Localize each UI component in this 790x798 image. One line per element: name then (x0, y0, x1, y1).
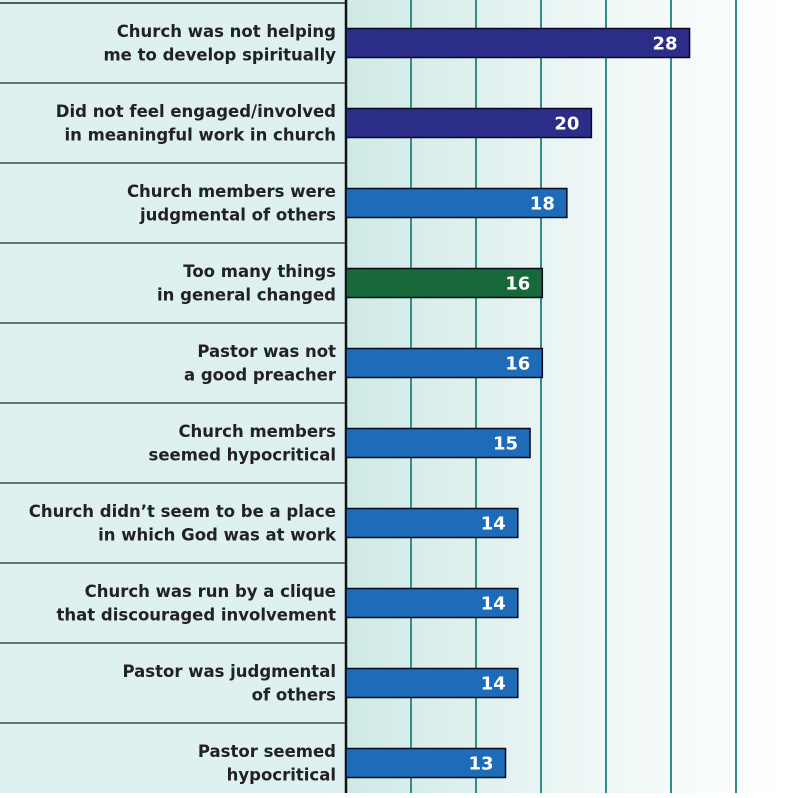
category-label: seemed hypocritical (149, 446, 336, 465)
bar (345, 507, 519, 539)
bar (345, 667, 519, 699)
bar-value-label: 13 (468, 754, 493, 775)
category-label: of others (252, 686, 337, 705)
bar (345, 747, 507, 779)
label-panel (0, 0, 346, 793)
category-label: Did not feel engaged/involved (56, 102, 336, 121)
bar-value-label: 16 (505, 274, 530, 295)
bar (345, 267, 544, 299)
category-label: a good preacher (184, 366, 337, 385)
category-label: Church didn’t seem to be a place (29, 502, 336, 521)
category-label: judgmental of others (139, 206, 336, 225)
bar (345, 187, 568, 219)
bar-value-label: 15 (493, 434, 518, 455)
category-label: Pastor was not (197, 342, 336, 361)
bar (345, 427, 531, 459)
category-label: in general changed (157, 286, 336, 305)
bar-value-label: 14 (481, 594, 506, 615)
category-label: Too many things (183, 262, 336, 281)
bar-value-label: 28 (652, 34, 677, 55)
bar (345, 587, 519, 619)
category-label: Pastor was judgmental (123, 662, 337, 681)
category-label: in which God was at work (98, 526, 337, 545)
category-label: Pastor seemed (198, 742, 336, 761)
bar (345, 27, 691, 59)
category-label: that discouraged involvement (57, 606, 337, 625)
bar (345, 107, 593, 139)
category-label: hypocritical (227, 766, 336, 785)
category-label: Church was run by a clique (85, 582, 336, 601)
category-label: Church was not helping (117, 22, 336, 41)
bar-value-label: 16 (505, 354, 530, 375)
category-label: Church members (178, 422, 336, 441)
bar (345, 347, 544, 379)
bar-value-label: 20 (554, 114, 579, 135)
bar-value-label: 14 (481, 514, 506, 535)
bar-value-label: 18 (530, 194, 555, 215)
category-label: in meaningful work in church (65, 126, 336, 145)
bar-value-label: 14 (481, 674, 506, 695)
category-label: me to develop spiritually (103, 46, 336, 65)
category-label: Church members were (127, 182, 336, 201)
